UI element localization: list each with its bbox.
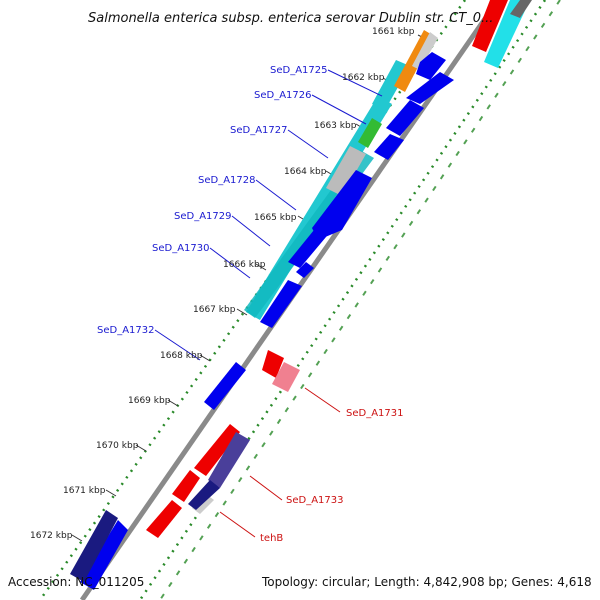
gene-label-sed-a1733[interactable]: SeD_A1733 [286,495,344,506]
kbp-label-1663: 1663 kbp [314,121,357,131]
kbp-label-1662: 1662 kbp [342,73,385,83]
gene-label-sed-a1725[interactable]: SeD_A1725 [270,65,328,76]
genome-title: Salmonella enterica subsp. enterica sero… [88,11,493,26]
gene-label-sed-a1731[interactable]: SeD_A1731 [346,408,404,419]
gene-label-tehb[interactable]: tehB [260,533,283,544]
accession-label: Accession: NC_011205 [8,575,144,589]
gray-feature-low [192,494,214,514]
kbp-label-1667: 1667 kbp [193,305,236,315]
kbp-label-1661: 1661 kbp [372,27,415,37]
gene-label-sed-a1730[interactable]: SeD_A1730 [152,243,210,254]
gene-label-sed-a1727[interactable]: SeD_A1727 [230,125,288,136]
kbp-label-1672: 1672 kbp [30,531,73,541]
kbp-label-1669: 1669 kbp [128,396,171,406]
inner-dotted-ring [138,0,547,600]
green-feature [358,118,382,148]
gene-label-sed-a1729[interactable]: SeD_A1729 [174,211,232,222]
topology-label: Topology: circular; Length: 4,842,908 bp… [261,575,592,589]
kbp-label-1670: 1670 kbp [96,441,139,451]
gray-feature-mid [326,146,366,196]
kbp-label-1668: 1668 kbp [160,351,203,361]
top-right-features [472,0,532,68]
gene-leader-lines [154,69,383,361]
kbp-label-1671: 1671 kbp [63,486,106,496]
kbp-label-1665: 1665 kbp [254,213,297,223]
kbp-label-1664: 1664 kbp [284,167,327,177]
gray-feature-top [412,32,438,70]
gene-leader-lines-red [219,387,341,538]
reverse-strand-features [146,350,284,538]
gene-label-sed-a1726[interactable]: SeD_A1726 [254,90,312,101]
navy-feature [70,510,118,582]
kbp-label-1666: 1666 kbp [223,260,266,270]
navy-small-feature [188,480,220,510]
gene-label-sed-a1728[interactable]: SeD_A1728 [198,175,256,186]
gene-label-sed-a1732[interactable]: SeD_A1732 [97,325,155,336]
forward-strand-features [80,52,454,590]
slate-feature [208,432,250,488]
pink-feature [272,362,300,392]
